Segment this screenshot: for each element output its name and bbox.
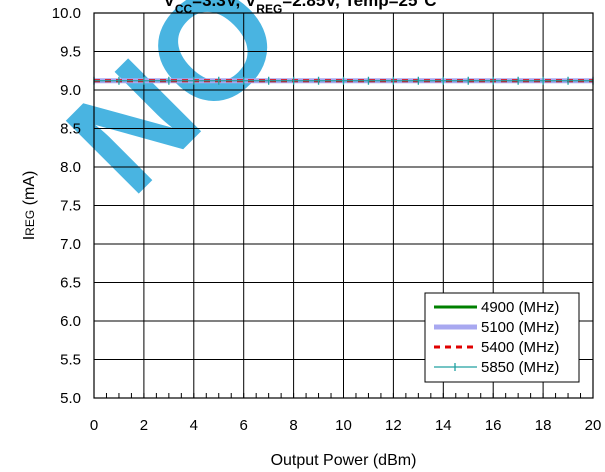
y-axis-label-unit: (mA) — [21, 171, 38, 210]
legend-item-4: 5850 (MHz) — [434, 359, 559, 376]
y-tick-label: 9.5 — [60, 44, 81, 61]
y-tick-label: 7.5 — [60, 198, 81, 215]
title-sub-2: REG — [256, 2, 282, 16]
y-tick-label: 7.0 — [60, 236, 81, 253]
legend-item-3: 5400 (MHz) — [434, 339, 559, 356]
x-tick-label: 10 — [335, 417, 352, 434]
title-sub-1: CC — [175, 2, 193, 16]
series-4 — [93, 76, 594, 85]
x-tick-labels: 0 2 4 6 8 10 12 14 16 18 20 — [90, 417, 602, 434]
y-tick-labels: 5.0 5.5 6.0 6.5 7.0 7.5 8.0 8.5 9.0 9.5 10.0 — [52, 5, 81, 407]
x-tick-label: 4 — [190, 417, 198, 434]
y-tick-label: 8.0 — [60, 159, 81, 176]
x-tick-label: 14 — [435, 417, 452, 434]
x-tick-label: 16 — [485, 417, 502, 434]
chart-title: VCC=3.3V, VREG=2.85V, Temp=25°C — [163, 0, 436, 16]
watermark: NO — [35, 0, 313, 223]
legend-label: 5400 (MHz) — [481, 339, 559, 356]
y-tick-label: 5.0 — [60, 390, 81, 407]
title-part-3: =2.85V, Temp=25°C — [282, 0, 436, 10]
title-part-2: =3.3V, V — [192, 0, 257, 10]
x-tick-label: 0 — [90, 417, 98, 434]
legend-item-1: 4900 (MHz) — [434, 299, 559, 316]
title-part-1: V — [163, 0, 175, 10]
y-tick-label: 6.5 — [60, 275, 81, 292]
plot-series — [93, 76, 594, 85]
x-tick-label: 2 — [140, 417, 148, 434]
legend-label: 5100 (MHz) — [481, 319, 559, 336]
legend-label: 5850 (MHz) — [481, 359, 559, 376]
y-tick-label: 9.0 — [60, 82, 81, 99]
y-tick-label: 5.5 — [60, 352, 81, 369]
y-tick-label: 8.5 — [60, 121, 81, 138]
x-axis-label: Output Power (dBm) — [271, 452, 417, 469]
x-tick-label: 8 — [289, 417, 297, 434]
legend-item-2: 5100 (MHz) — [434, 319, 559, 336]
legend-label: 4900 (MHz) — [481, 299, 559, 316]
x-minor-ticks — [93, 393, 594, 398]
x-tick-label: 20 — [585, 417, 602, 434]
y-axis-label-sub: REG — [23, 210, 37, 236]
y-axis-label: IREG (mA) — [21, 171, 38, 241]
legend: 4900 (MHz) 5100 (MHz) 5400 (MHz) 5850 (MHz) — [424, 292, 580, 383]
y-tick-label: 6.0 — [60, 313, 81, 330]
x-tick-label: 6 — [240, 417, 248, 434]
y-tick-label: 10.0 — [52, 5, 81, 22]
watermark-text: NO — [35, 0, 313, 223]
y-axis-label-main: I — [21, 236, 38, 240]
x-tick-label: 12 — [385, 417, 402, 434]
x-tick-label: 18 — [535, 417, 552, 434]
